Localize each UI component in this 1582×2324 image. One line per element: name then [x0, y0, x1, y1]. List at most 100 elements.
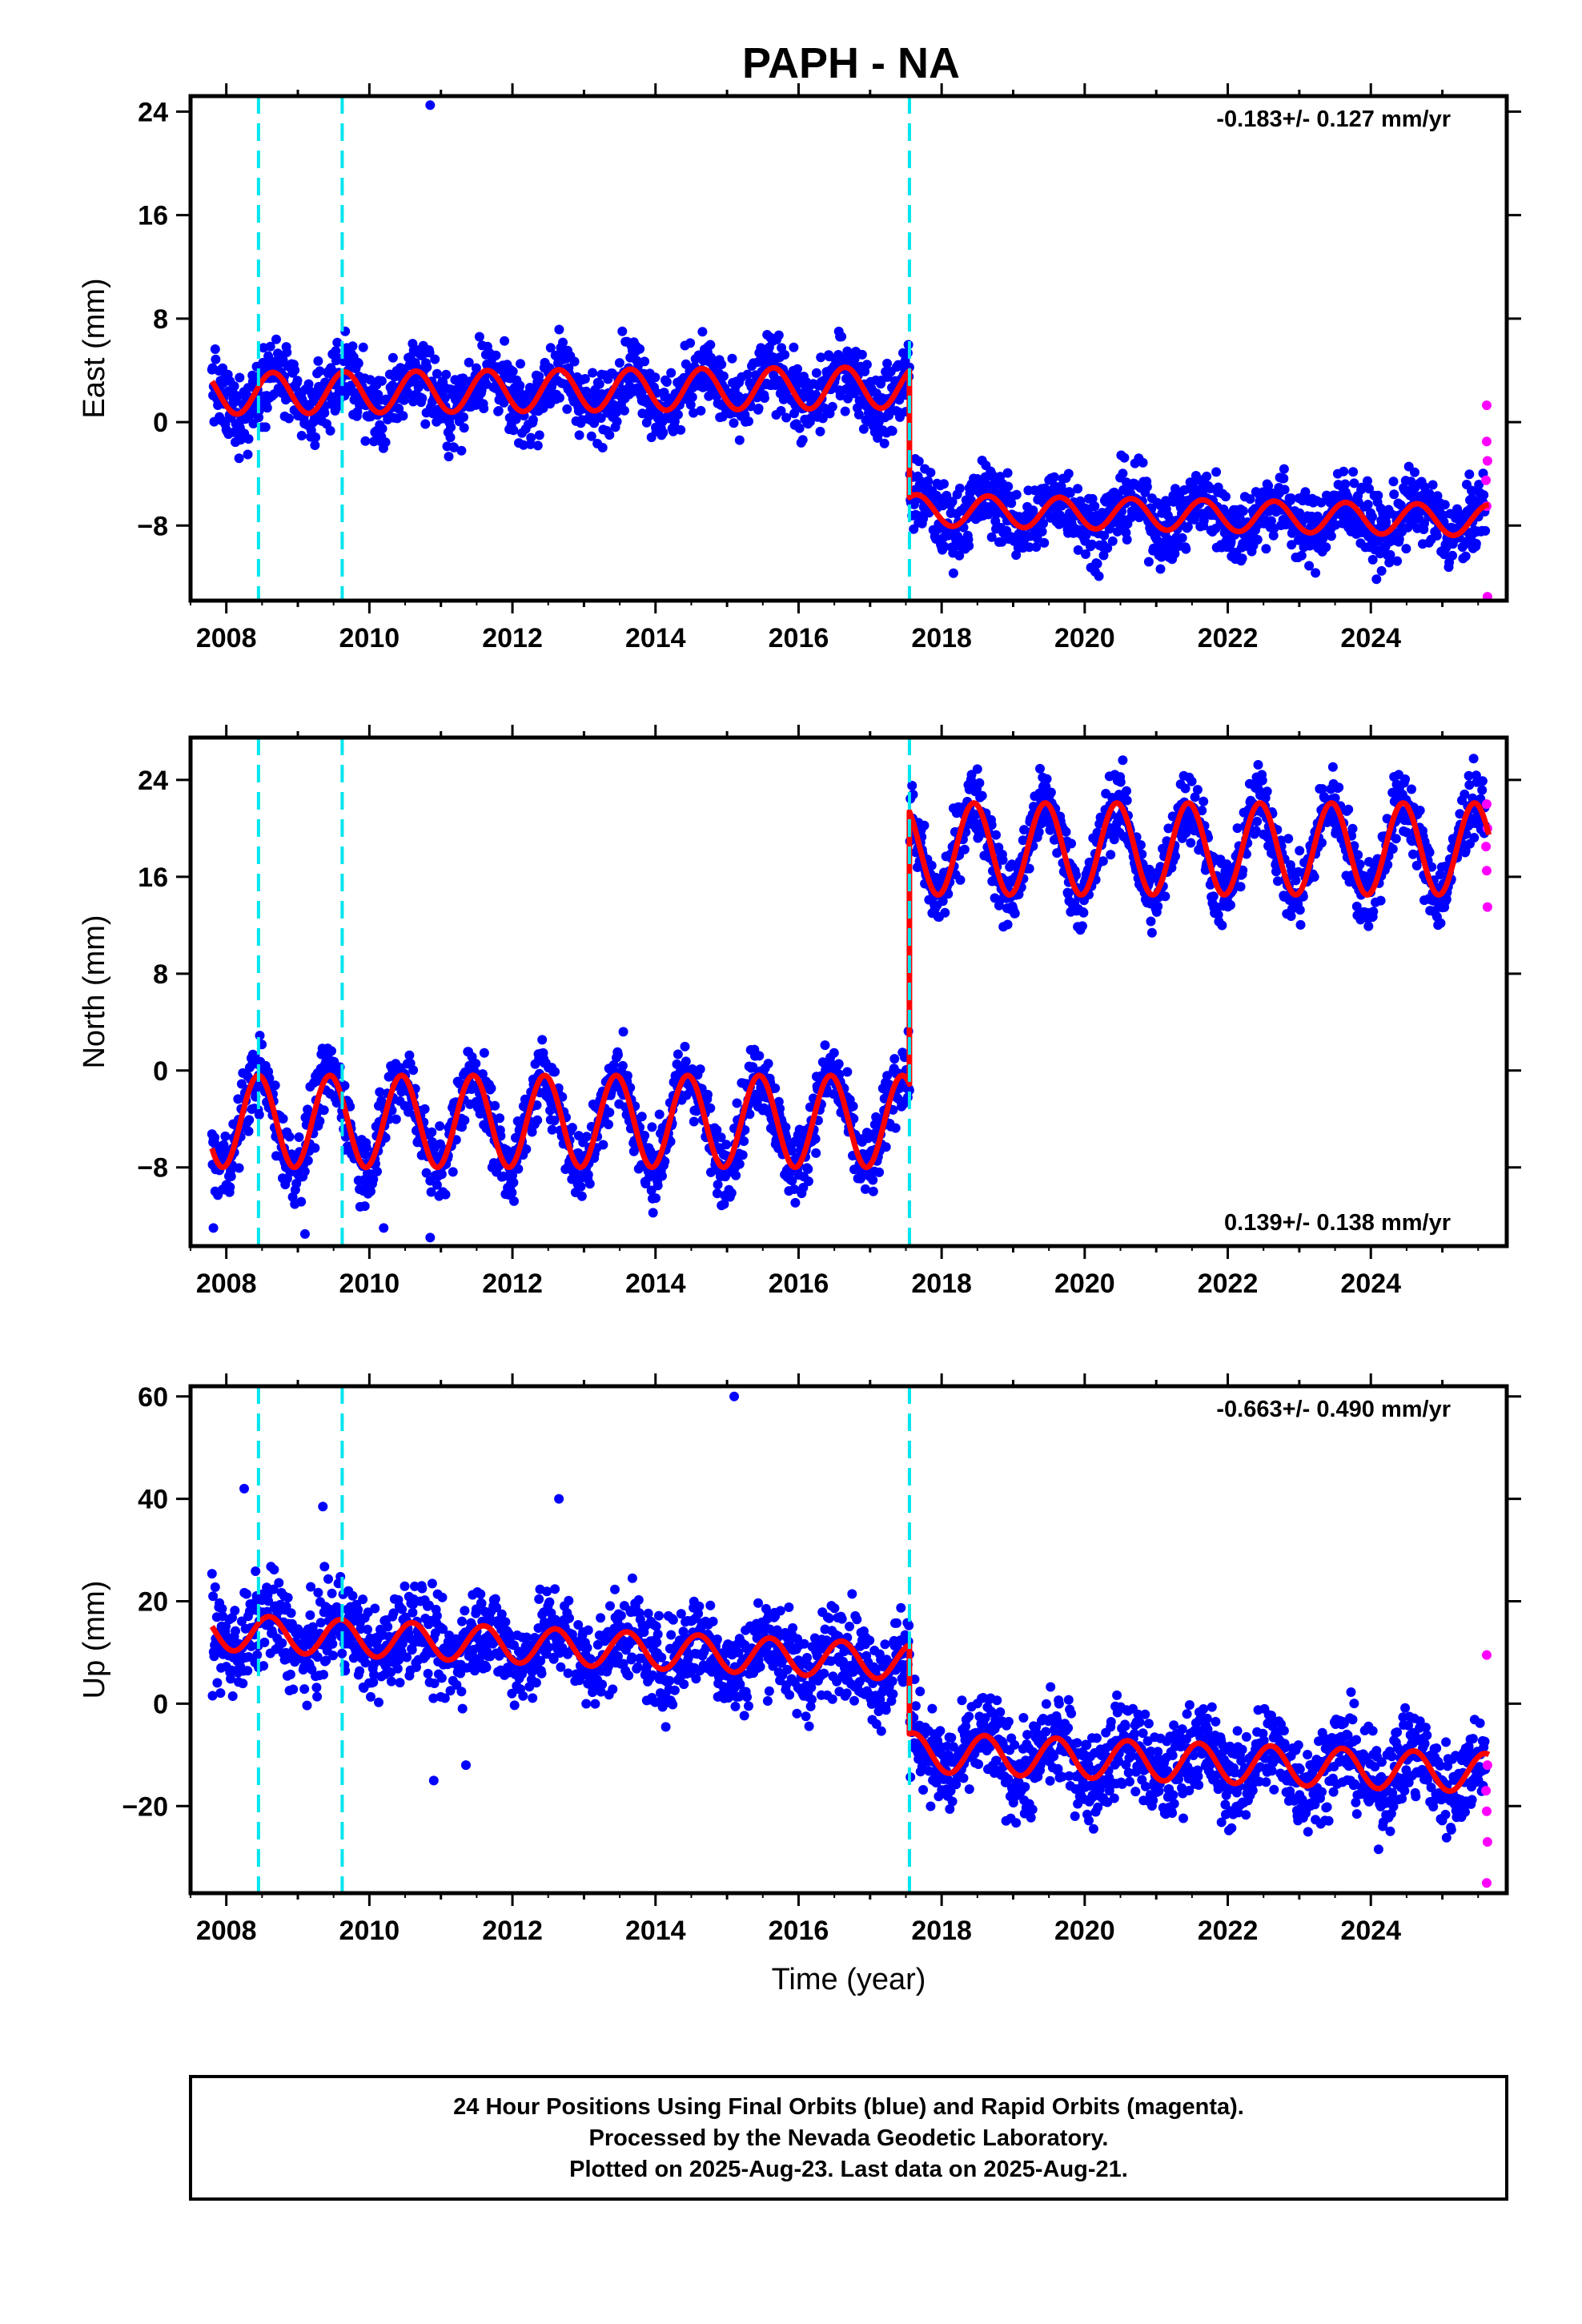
final-orbit-point [1102, 543, 1113, 553]
final-orbit-point [1363, 921, 1374, 931]
final-orbit-point [1464, 780, 1475, 790]
final-orbit-point [977, 790, 987, 801]
final-orbit-point [432, 1180, 442, 1190]
final-orbit-point [427, 1127, 437, 1137]
final-orbit-point [225, 1182, 235, 1192]
final-orbit-point [617, 326, 628, 336]
final-orbit-point [786, 1146, 797, 1156]
final-orbit-point [440, 1189, 451, 1200]
final-orbit-point [310, 440, 320, 450]
final-orbit-point [868, 1186, 878, 1196]
final-orbit-point [464, 357, 474, 368]
final-orbit-point [1197, 806, 1207, 816]
final-orbit-point [734, 1159, 745, 1169]
final-orbit-point [435, 1139, 445, 1149]
final-orbit-point [1019, 825, 1030, 835]
final-orbit-point [518, 440, 528, 450]
final-orbit-point [1415, 806, 1425, 815]
final-orbit-point [588, 368, 598, 378]
final-orbit-point [292, 376, 303, 386]
final-orbit-point [1480, 525, 1491, 536]
final-orbit-point [789, 342, 799, 352]
final-orbit-point [211, 354, 221, 364]
final-orbit-point [1368, 907, 1379, 917]
final-orbit-point [549, 1116, 560, 1126]
final-orbit-point [1279, 473, 1289, 484]
final-orbit-point [1351, 901, 1362, 911]
final-orbit-point [550, 1067, 560, 1077]
final-orbit-point [547, 381, 557, 392]
final-orbit-point [666, 368, 677, 378]
final-orbit-point [1388, 476, 1399, 487]
final-orbit-point [619, 405, 629, 416]
final-orbit-point [1199, 516, 1209, 525]
final-orbit-point [1075, 496, 1086, 506]
final-orbit-point [1118, 755, 1128, 766]
final-orbit-point [315, 1116, 325, 1126]
final-orbit-point [1381, 517, 1391, 527]
final-orbit-point [581, 1132, 592, 1142]
final-orbit-point [265, 341, 275, 352]
x-tick-label: 2014 [625, 623, 686, 653]
y-tick-label: −8 [137, 511, 168, 541]
final-orbit-point [1118, 468, 1128, 479]
final-orbit-point [534, 430, 544, 440]
final-orbit-point [1432, 491, 1443, 501]
final-orbit-point [319, 408, 330, 418]
final-orbit-point [586, 431, 596, 441]
final-orbit-point [923, 476, 934, 486]
final-orbit-point [598, 1140, 608, 1150]
final-orbit-point [1146, 916, 1156, 927]
final-orbit-point [580, 374, 590, 384]
final-orbit-point [460, 1115, 470, 1125]
final-orbit-point [1011, 550, 1022, 561]
final-orbit-point [1311, 568, 1321, 578]
final-orbit-point [1049, 472, 1059, 482]
final-orbit-point [1279, 464, 1289, 474]
final-orbit-point [422, 362, 432, 372]
final-orbit-point [408, 1065, 419, 1076]
final-orbit-point [528, 415, 538, 425]
final-orbit-point [1061, 826, 1071, 837]
final-orbit-point [943, 889, 954, 899]
final-orbit-point [608, 1059, 619, 1070]
final-orbit-point [1010, 908, 1020, 919]
final-orbit-point [1469, 833, 1480, 842]
final-orbit-point [346, 380, 356, 391]
final-orbit-point [270, 1080, 280, 1091]
final-orbit-point [794, 423, 805, 433]
final-orbit-point [614, 358, 624, 368]
rapid-orbit-point [1481, 842, 1492, 852]
final-orbit-point [554, 324, 564, 335]
final-orbit-point [303, 1104, 313, 1115]
final-orbit-point [446, 422, 456, 432]
final-orbit-point [471, 363, 481, 373]
final-orbit-point [471, 1059, 481, 1069]
final-orbit-point [1122, 534, 1132, 545]
final-orbit-point [1011, 489, 1022, 500]
final-orbit-point [1348, 467, 1359, 477]
final-orbit-point [948, 568, 958, 578]
final-orbit-point [954, 483, 965, 493]
final-orbit-point [1006, 859, 1017, 870]
final-orbit-point [1066, 838, 1077, 849]
final-orbit-point [719, 1199, 729, 1209]
final-orbit-point [1367, 512, 1377, 522]
final-orbit-point [1424, 847, 1435, 858]
final-orbit-point [1002, 919, 1013, 930]
final-orbit-point [781, 412, 792, 423]
final-orbit-point [848, 1101, 858, 1112]
final-orbit-point [1063, 468, 1074, 479]
final-orbit-point [271, 334, 281, 344]
final-orbit-point [254, 1110, 264, 1120]
final-orbit-point [399, 395, 409, 405]
final-orbit-point [798, 1183, 809, 1192]
final-orbit-point [569, 356, 580, 367]
final-orbit-point [789, 1184, 799, 1194]
final-orbit-point [375, 1087, 385, 1097]
rapid-orbit-point [1481, 799, 1492, 810]
final-orbit-point [220, 1131, 231, 1141]
final-orbit-point [584, 1179, 595, 1189]
final-orbit-point [436, 1169, 447, 1180]
final-orbit-point [1373, 490, 1383, 501]
